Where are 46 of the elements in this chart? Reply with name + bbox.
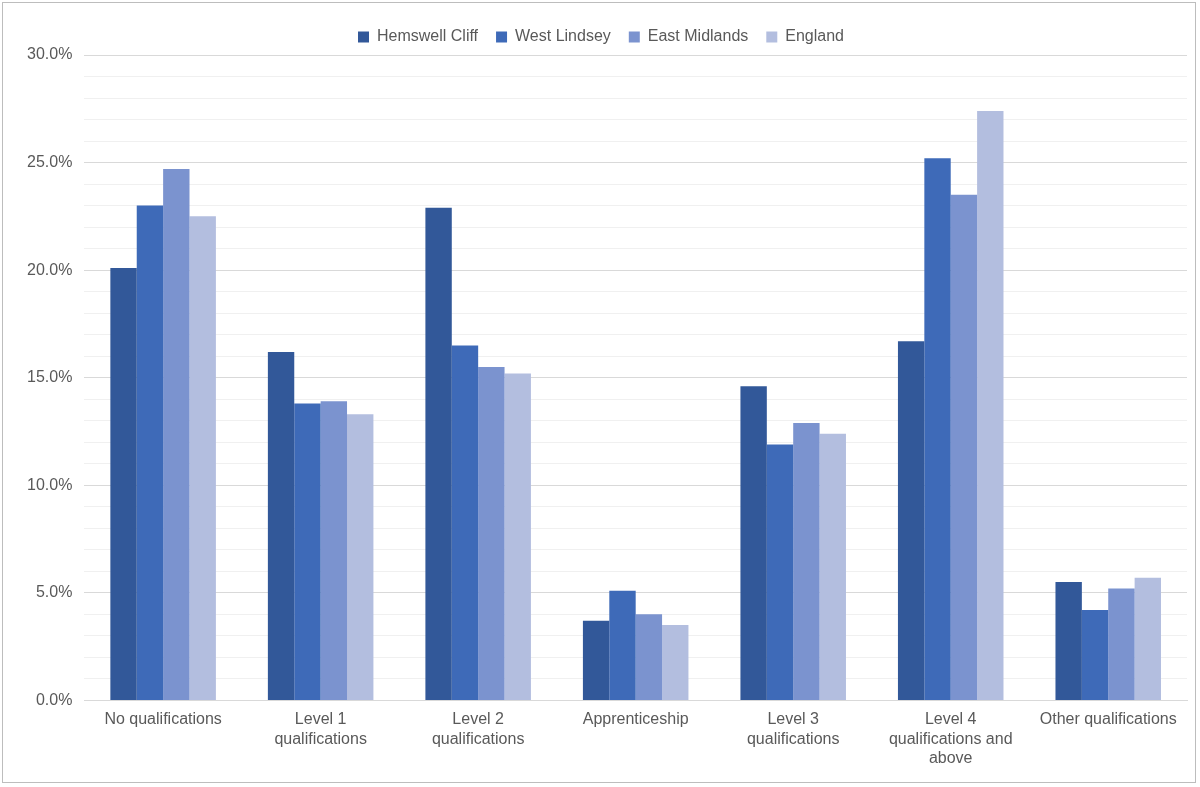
bar [1108,588,1135,700]
bar [189,216,216,700]
bar [924,158,951,700]
bar [609,590,636,700]
x-tick-label: Apprenticeship [582,710,689,728]
bar [819,433,846,700]
y-tick-label: 30.0% [26,45,73,63]
legend-label: England [785,27,845,45]
bar [347,414,374,700]
bar [582,620,610,700]
y-tick-label: 0.0% [35,690,73,708]
bar [1081,610,1109,700]
bar [766,444,794,700]
bar [320,401,348,700]
bar [136,205,164,700]
y-tick-label: 20.0% [26,260,73,278]
bar [977,110,1004,700]
legend-label: West Lindsey [515,27,611,45]
legend-label: East Midlands [647,27,749,45]
bar [478,366,505,700]
x-tick-label: No qualifications [104,710,222,728]
legend-label: Hemswell Cliff [376,27,479,45]
y-tick-label: 10.0% [26,475,73,493]
bar [1055,582,1082,700]
bar [267,351,295,700]
bar [1134,577,1162,700]
bar [635,614,663,700]
y-tick-label: 5.0% [35,583,73,601]
y-tick-label: 15.0% [26,368,73,386]
bar [163,169,190,700]
bar [294,403,321,700]
x-tick-label: Level 1 qualifications [274,710,367,747]
bar [425,207,452,700]
bar [504,373,531,700]
x-tick-label: Other qualifications [1039,710,1177,728]
bar [950,194,978,700]
y-tick-label: 25.0% [26,152,73,170]
bar [451,345,479,700]
bar [740,386,767,700]
x-tick-label: Level 4 qualifications and above [888,710,1013,766]
bar [110,267,137,700]
bar [897,341,925,700]
x-tick-label: Level 2 qualifications [431,710,525,747]
bar [662,625,689,700]
bar [793,422,820,700]
x-tick-label: Level 3 qualifications [746,710,840,747]
